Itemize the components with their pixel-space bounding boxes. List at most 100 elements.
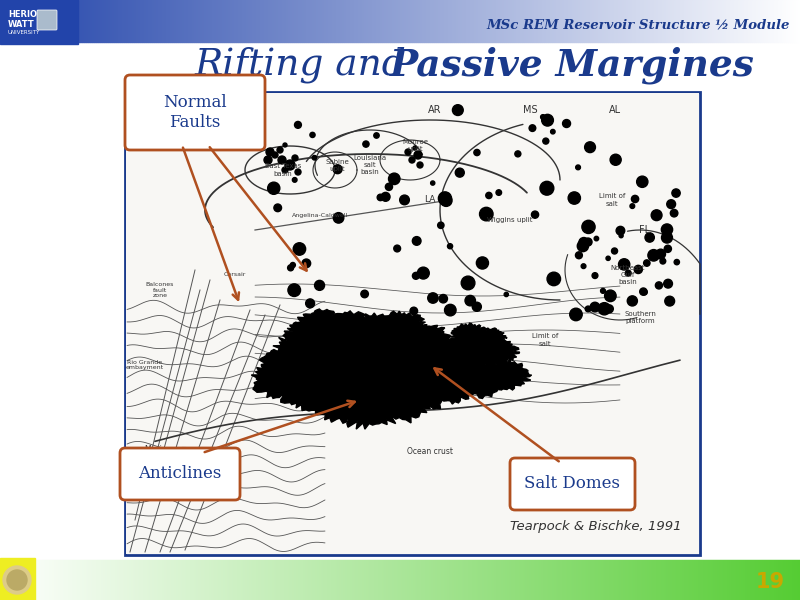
Bar [728, 0, 730, 42]
Bar [48, 0, 50, 42]
Bar [27, 560, 28, 600]
Bar [515, 560, 516, 600]
Circle shape [606, 305, 614, 313]
Bar [473, 560, 474, 600]
Circle shape [586, 306, 591, 312]
Bar [47, 560, 48, 600]
Bar [58, 560, 59, 600]
Bar [184, 560, 185, 600]
Bar [177, 560, 178, 600]
Bar [574, 560, 575, 600]
Bar [46, 0, 48, 42]
Bar [353, 560, 354, 600]
Bar [124, 560, 125, 600]
Bar [430, 560, 431, 600]
Bar [90, 560, 91, 600]
Bar [634, 560, 635, 600]
Bar [753, 560, 754, 600]
Bar [82, 560, 83, 600]
Bar [226, 0, 228, 42]
Bar [577, 560, 578, 600]
Bar [302, 560, 303, 600]
Bar [555, 560, 556, 600]
Bar [410, 0, 412, 42]
Bar [678, 560, 679, 600]
Bar [193, 560, 194, 600]
Bar [793, 560, 794, 600]
Bar [520, 560, 521, 600]
Bar [533, 560, 534, 600]
Bar [563, 560, 564, 600]
Bar [606, 560, 607, 600]
Bar [769, 560, 770, 600]
Circle shape [585, 142, 595, 152]
Bar [737, 560, 738, 600]
Bar [740, 560, 741, 600]
Bar [550, 0, 552, 42]
Bar [724, 560, 725, 600]
Bar [32, 560, 33, 600]
Bar [404, 560, 405, 600]
Circle shape [644, 260, 650, 266]
Bar [687, 560, 688, 600]
Bar [443, 560, 444, 600]
Bar [279, 560, 280, 600]
Bar [483, 560, 484, 600]
Bar [602, 560, 603, 600]
Circle shape [377, 194, 384, 200]
Bar [721, 560, 722, 600]
Bar [325, 560, 326, 600]
Bar [88, 560, 89, 600]
Bar [203, 560, 204, 600]
Bar [132, 0, 134, 42]
Bar [600, 560, 601, 600]
Circle shape [439, 295, 447, 303]
Bar [510, 0, 512, 42]
Bar [544, 560, 545, 600]
Bar [332, 560, 333, 600]
Bar [660, 560, 661, 600]
Bar [326, 0, 328, 42]
Bar [704, 0, 706, 42]
Bar [631, 560, 632, 600]
Bar [328, 560, 329, 600]
Bar [412, 560, 413, 600]
Bar [558, 560, 559, 600]
Circle shape [529, 125, 536, 131]
Text: AR: AR [428, 105, 442, 115]
Circle shape [581, 264, 586, 269]
Bar [578, 560, 579, 600]
Bar [374, 560, 375, 600]
Bar [762, 560, 763, 600]
FancyBboxPatch shape [510, 458, 635, 510]
Circle shape [386, 183, 393, 190]
Bar [345, 560, 346, 600]
Bar [292, 0, 294, 42]
Bar [594, 560, 595, 600]
Bar [633, 560, 634, 600]
Bar [502, 560, 503, 600]
Bar [620, 0, 622, 42]
Bar [564, 0, 566, 42]
Bar [68, 0, 70, 42]
Bar [592, 0, 594, 42]
Bar [222, 560, 223, 600]
Bar [598, 560, 599, 600]
Bar [152, 560, 153, 600]
Bar [406, 560, 407, 600]
Bar [285, 560, 286, 600]
Bar [433, 560, 434, 600]
Bar [287, 560, 288, 600]
Bar [584, 0, 586, 42]
Bar [610, 560, 611, 600]
Bar [253, 560, 254, 600]
Bar [518, 560, 519, 600]
Bar [20, 0, 22, 42]
Bar [49, 560, 50, 600]
Bar [785, 560, 786, 600]
Bar [702, 0, 704, 42]
Bar [659, 560, 660, 600]
Bar [339, 560, 340, 600]
Bar [393, 560, 394, 600]
Bar [38, 560, 39, 600]
